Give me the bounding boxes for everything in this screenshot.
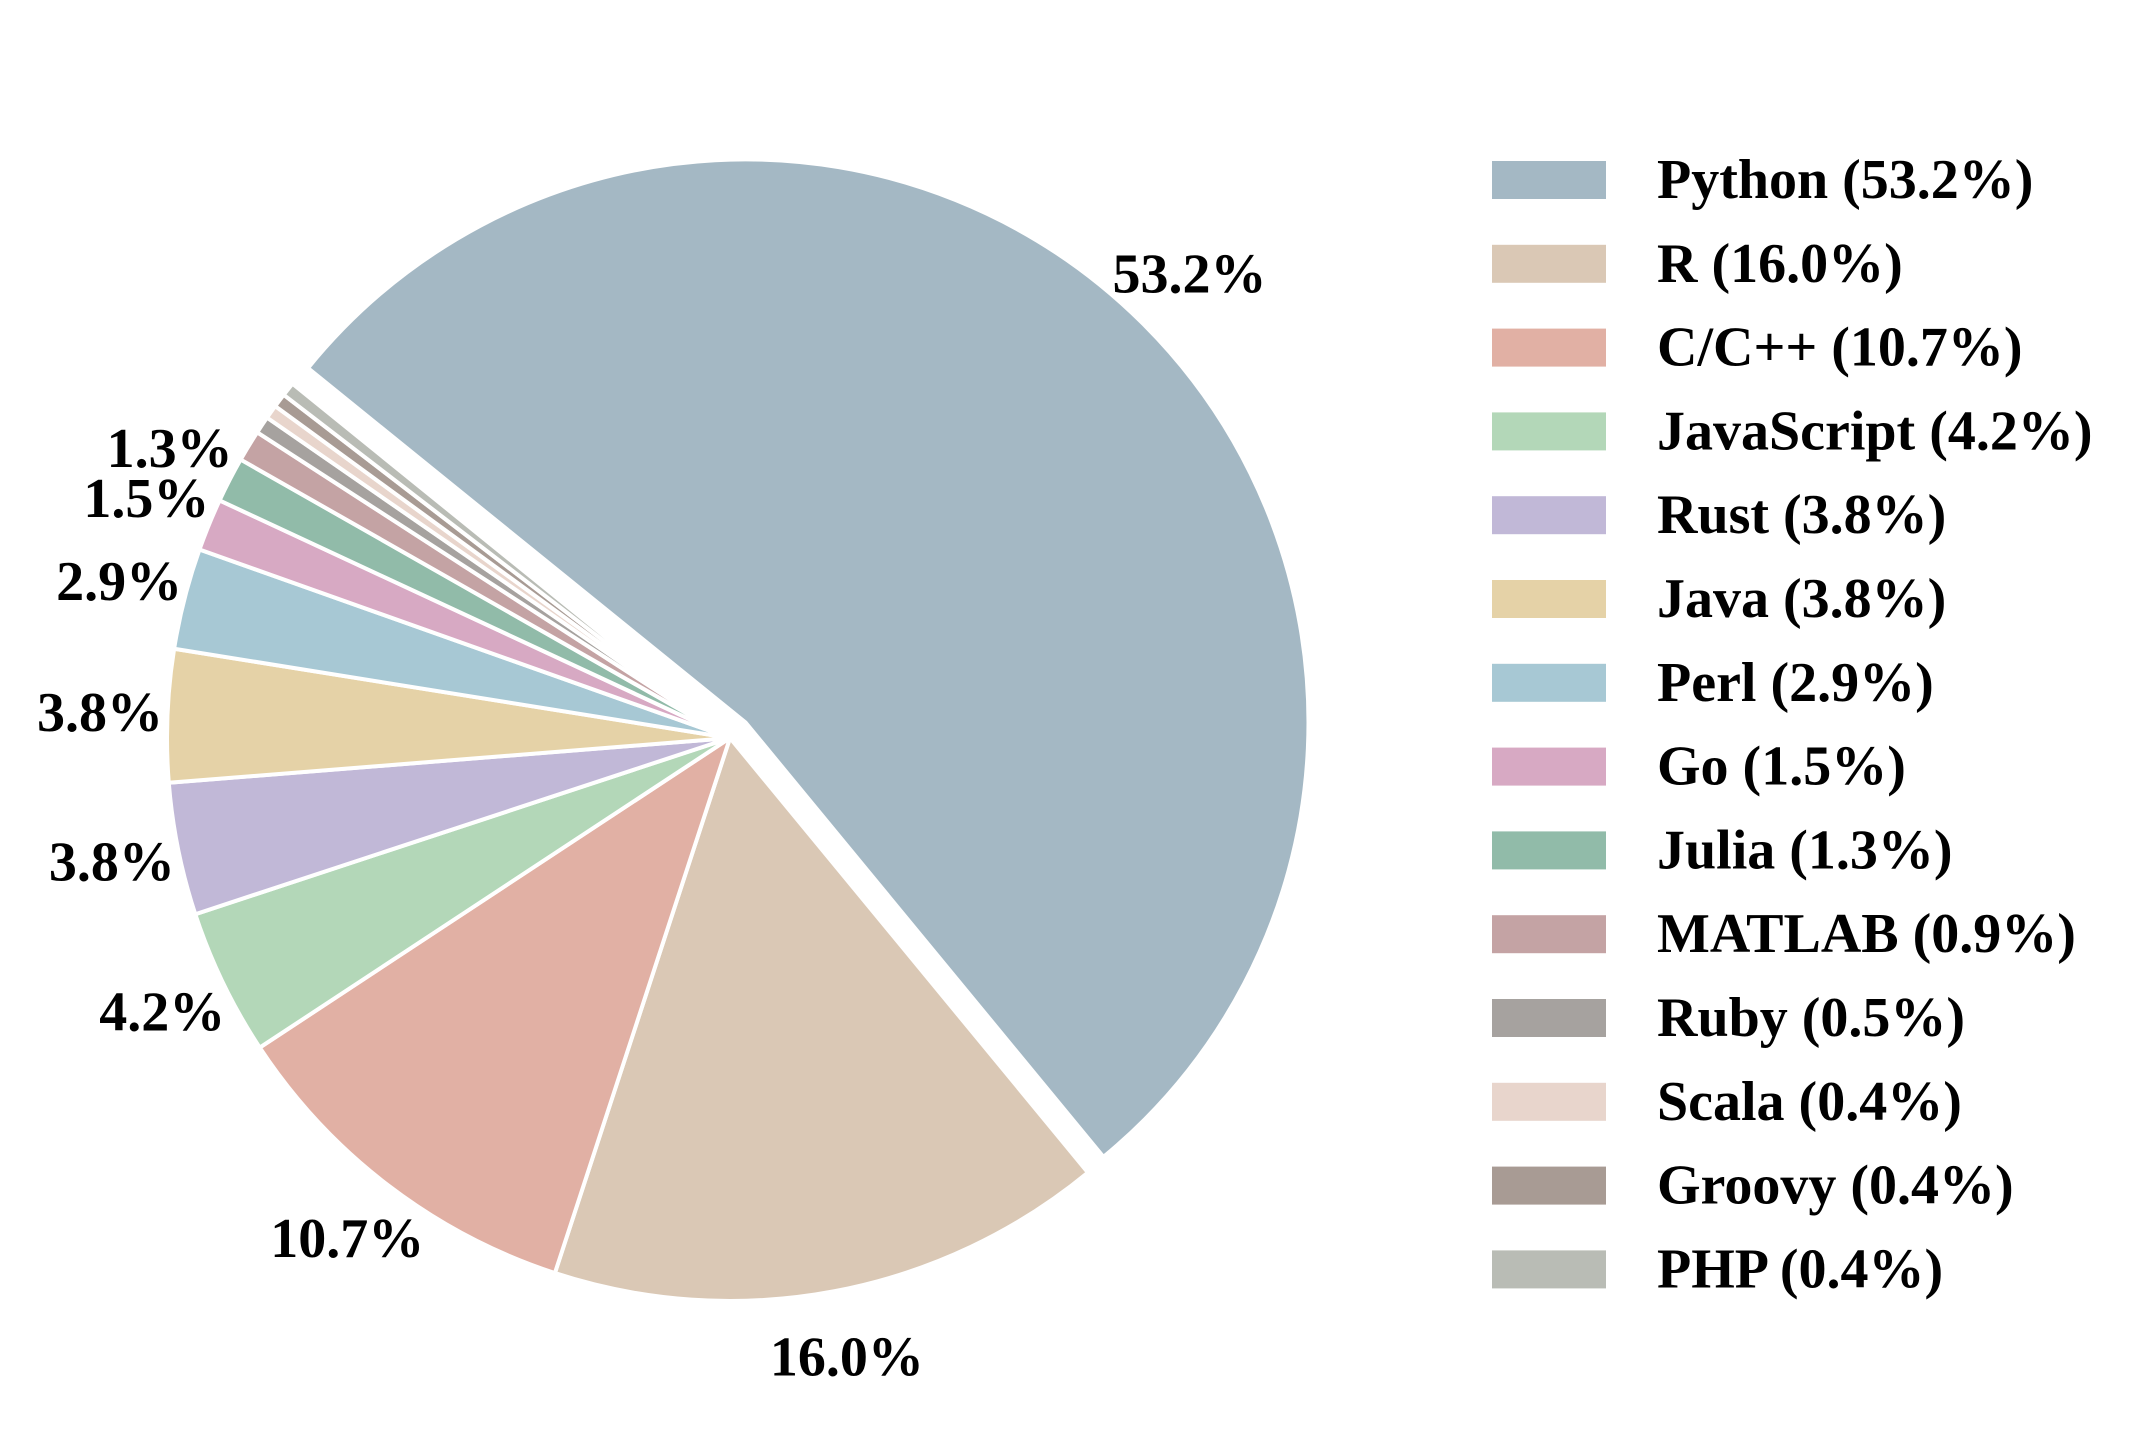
pie-slice-python: [305, 157, 1311, 1159]
legend-label: Julia (1.3%): [1657, 819, 1953, 881]
legend-swatch: [1492, 412, 1606, 451]
pct-label-rust: 3.8%: [49, 832, 175, 894]
legend-label: R (16.0%): [1657, 233, 1903, 295]
legend-swatch: [1492, 244, 1606, 283]
pie-percent-labels: 53.2% 16.0% 10.7% 4.2% 3.8% 3.8% 2.9% 1.5%1.3%: [37, 244, 1267, 1389]
legend-swatch: [1492, 1166, 1606, 1205]
legend-swatch: [1492, 915, 1606, 954]
legend-swatch: [1492, 747, 1606, 786]
legend-label: Java (3.8%): [1657, 568, 1946, 630]
legend-item-perl: Perl (2.9%): [1492, 652, 1934, 714]
pie-slice-r: [552, 736, 1090, 1303]
legend-label: Python (53.2%): [1657, 149, 2033, 211]
legend-swatch: [1492, 496, 1606, 535]
legend-label: Rust (3.8%): [1657, 484, 1946, 546]
legend-item-julia: Julia (1.3%): [1492, 819, 1953, 881]
legend-label: Go (1.5%): [1657, 736, 1906, 798]
legend-swatch: [1492, 328, 1606, 367]
pct-label-javascript: 4.2%: [99, 981, 225, 1043]
legend-item-matlab: MATLAB (0.9%): [1492, 903, 2076, 965]
pct-label-r: 16.0%: [770, 1327, 924, 1389]
legend-item-rust: Rust (3.8%): [1492, 484, 1946, 546]
legend-swatch: [1492, 161, 1606, 199]
pct-label-python: 53.2%: [1112, 244, 1266, 306]
legend-item-r: R (16.0%): [1492, 233, 1903, 295]
legend-swatch: [1492, 1250, 1606, 1289]
legend-item-c-c-: C/C++ (10.7%): [1492, 317, 2023, 379]
legend-label: JavaScript (4.2%): [1657, 400, 2093, 462]
pct-label-c-c-: 10.7%: [270, 1208, 424, 1270]
legend-label: Perl (2.9%): [1657, 652, 1934, 714]
legend-item-python: Python (53.2%): [1492, 149, 2033, 211]
legend-swatch: [1492, 1082, 1606, 1121]
legend-item-javascript: JavaScript (4.2%): [1492, 400, 2093, 462]
pct-label-perl: 2.9%: [56, 551, 182, 613]
pct-label-java: 3.8%: [37, 682, 163, 744]
pct-label-julia: 1.3%: [107, 418, 233, 480]
legend-label: PHP (0.4%): [1657, 1238, 1943, 1300]
legend: Python (53.2%) R (16.0%) C/C++ (10.7%) Java…: [1492, 149, 2093, 1300]
legend-label: C/C++ (10.7%): [1657, 317, 2023, 379]
pct-label-go: 1.5%: [83, 468, 209, 530]
legend-item-php: PHP (0.4%): [1492, 1238, 1943, 1300]
legend-swatch: [1492, 831, 1606, 870]
legend-label: MATLAB (0.9%): [1657, 903, 2076, 965]
legend-item-groovy: Groovy (0.4%): [1492, 1155, 2014, 1217]
pie-slice-c-c-: [257, 736, 732, 1276]
legend-item-go: Go (1.5%): [1492, 736, 1906, 798]
pie-slice-php: [281, 381, 732, 740]
legend-item-ruby: Ruby (0.5%): [1492, 987, 1965, 1049]
legend-item-java: Java (3.8%): [1492, 568, 1946, 630]
legend-label: Groovy (0.4%): [1657, 1155, 2014, 1217]
legend-swatch: [1492, 580, 1606, 618]
legend-label: Ruby (0.5%): [1657, 987, 1965, 1049]
legend-label: Scala (0.4%): [1657, 1071, 1962, 1133]
legend-item-scala: Scala (0.4%): [1492, 1071, 1962, 1133]
legend-swatch: [1492, 999, 1606, 1037]
pie-slices: [165, 157, 1311, 1303]
legend-swatch: [1492, 663, 1606, 702]
